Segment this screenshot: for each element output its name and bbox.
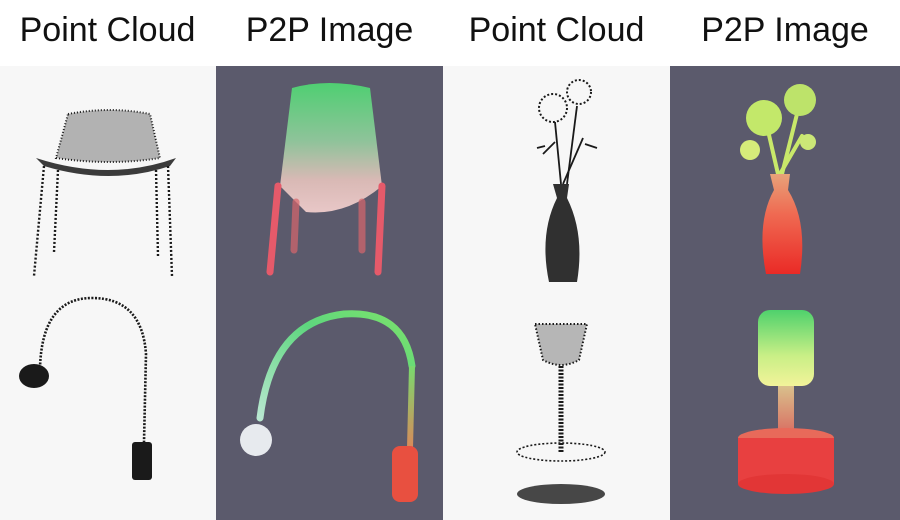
table-lamp-point-cloud xyxy=(516,323,606,504)
point-cloud-panel-1 xyxy=(19,109,176,480)
p2p-image-column-1 xyxy=(216,66,443,520)
arc-lamp-point-cloud xyxy=(19,296,152,480)
header-point-cloud-2: Point Cloud xyxy=(468,11,645,49)
p2p-image-panel-2 xyxy=(738,84,834,494)
header-p2p-image-2: P2P Image xyxy=(701,11,869,49)
column-headers: Point Cloud P2P Image Point Cloud P2P Im… xyxy=(0,0,900,66)
point-cloud-column-2 xyxy=(443,66,670,520)
point-cloud-column-1 xyxy=(0,66,216,520)
p2p-image-panel-1 xyxy=(240,83,418,502)
chair-point-cloud xyxy=(32,109,176,277)
header-point-cloud-1: Point Cloud xyxy=(19,11,196,49)
header-p2p-image-1: P2P Image xyxy=(245,11,414,49)
table-lamp-render xyxy=(738,310,834,494)
vase-point-cloud xyxy=(536,79,598,282)
point-cloud-panel-2 xyxy=(516,79,606,504)
vase-render xyxy=(740,84,816,274)
chair-render xyxy=(266,83,386,276)
arc-lamp-render xyxy=(240,310,418,502)
p2p-image-column-2 xyxy=(670,66,900,520)
